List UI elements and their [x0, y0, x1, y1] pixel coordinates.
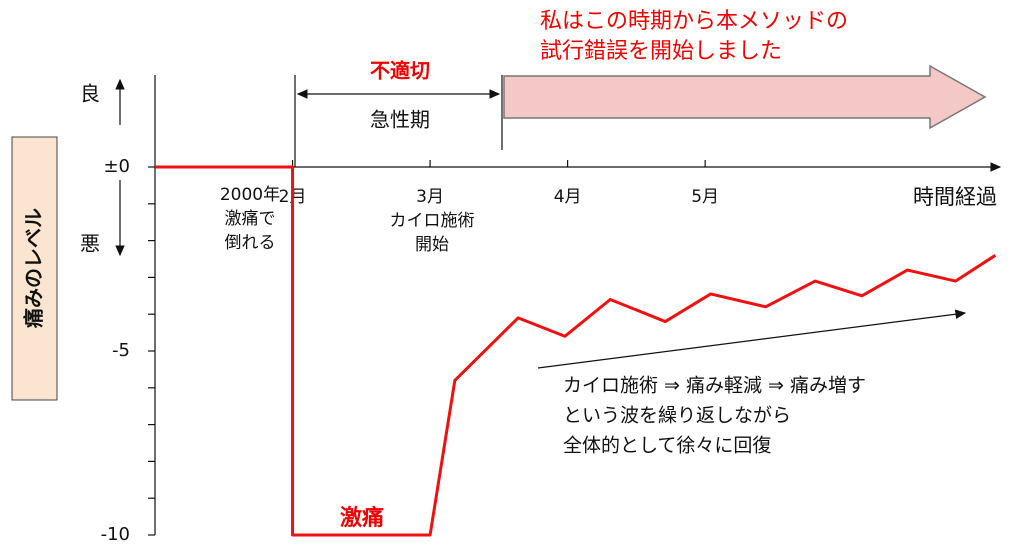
fall-text: 2000年 — [220, 185, 280, 205]
trend-text: 全体的として徐々に回復 — [563, 435, 771, 457]
acute-label: 急性期 — [370, 108, 430, 132]
trial-text: 私はこの時期から本メソッドの — [540, 9, 848, 34]
bad-label: 悪 — [80, 232, 100, 256]
y-axis-label: 痛みのレベル — [22, 208, 46, 328]
trend-text: カイロ施術 ⇒ 痛み軽減 ⇒ 痛み増す — [563, 375, 866, 397]
pain-line — [155, 165, 997, 537]
good-label: 良 — [80, 82, 100, 106]
trend-arrow — [537, 309, 967, 369]
trial-text: 試行錯誤を開始しました — [540, 39, 782, 64]
chiro-start-text: カイロ施術 — [390, 211, 475, 231]
trial-arrow — [503, 64, 987, 130]
x-tick-label: 3月 — [416, 187, 444, 207]
y-tick-label: -5 — [112, 340, 130, 361]
chiro-start-text: 開始 — [415, 235, 449, 255]
y-tick-label: ±0 — [103, 156, 130, 177]
inappropriate-label: 不適切 — [370, 59, 430, 83]
fall-text: 倒れる — [225, 233, 276, 253]
y-tick-label: -10 — [101, 524, 130, 545]
x-tick-label: 4月 — [554, 187, 582, 207]
x-axis-label: 時間経過 — [913, 185, 997, 209]
y-label-box — [11, 136, 58, 401]
severe-label: 激痛 — [340, 505, 384, 531]
trend-text: という波を繰り返しながら — [563, 405, 791, 427]
x-tick-label: 5月 — [691, 187, 719, 207]
fall-text: 激痛で — [225, 209, 276, 229]
